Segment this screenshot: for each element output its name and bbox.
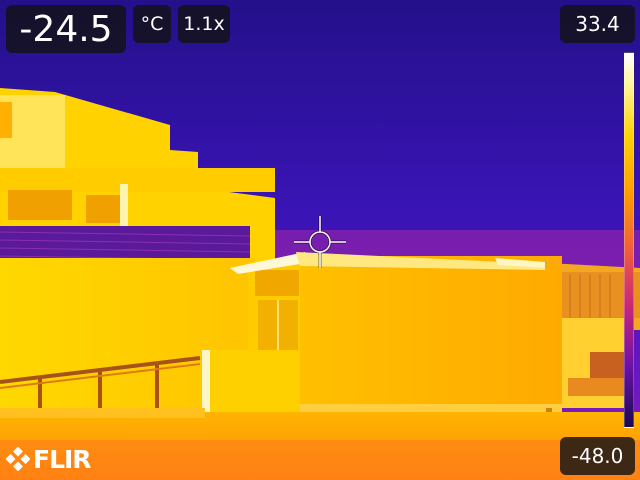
temperature-unit-button[interactable]: °C bbox=[133, 5, 171, 43]
spot-temperature-readout: -24.5 bbox=[6, 5, 126, 53]
brand-name: FLIR bbox=[33, 444, 92, 474]
crosshair-icon bbox=[294, 216, 346, 268]
scale-max-readout[interactable]: 33.4 bbox=[560, 5, 635, 43]
flir-logo: FLIR bbox=[6, 444, 92, 474]
temperature-scale-bar bbox=[624, 52, 634, 428]
scale-min-readout[interactable]: -48.0 bbox=[560, 437, 635, 475]
zoom-level-button[interactable]: 1.1x bbox=[178, 5, 230, 43]
flir-logo-icon bbox=[6, 447, 30, 471]
